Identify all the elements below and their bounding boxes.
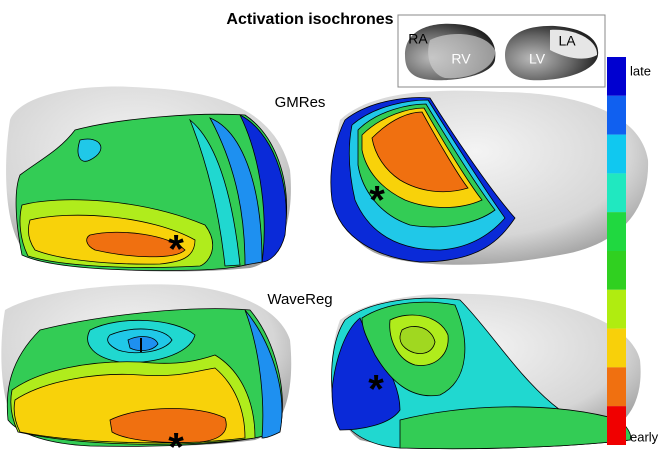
- inset-label: RV: [451, 51, 471, 67]
- pacing-marker: *: [368, 368, 384, 412]
- heart-top-left: [6, 86, 291, 272]
- colorbar-segment: [607, 406, 626, 445]
- colorbar-segment: [607, 134, 626, 174]
- panel-label: WaveReg: [267, 291, 332, 308]
- colorbar-segment: [607, 212, 626, 251]
- inset-label: LV: [529, 51, 546, 67]
- inset-rv: [428, 34, 496, 79]
- inset: RA RV LV LA: [397, 14, 606, 88]
- pacing-marker: *: [369, 179, 385, 223]
- colorbar-segment: [607, 173, 626, 213]
- colorbar-label: early: [630, 429, 659, 444]
- colorbar-label: late: [630, 63, 651, 78]
- colorbar-segment: [607, 289, 626, 329]
- heart-bottom-left: [1, 284, 292, 447]
- pacing-marker: *: [168, 426, 184, 455]
- colorbar-segment: [607, 251, 626, 290]
- colorbar-segment: [607, 367, 626, 407]
- colorbar: [607, 57, 626, 445]
- inset-la: [550, 29, 598, 59]
- colorbar-segment: [607, 57, 626, 96]
- panel-label: GMRes: [275, 94, 326, 111]
- heart-top-right: [330, 90, 649, 265]
- inset-label: LA: [558, 33, 576, 49]
- title: Activation isochrones: [226, 11, 393, 28]
- colorbar-segment: [607, 328, 626, 368]
- pacing-marker: *: [168, 228, 184, 272]
- inset-label: RA: [408, 31, 428, 47]
- heart-bottom-right: [331, 293, 641, 450]
- colorbar-segment: [607, 95, 626, 135]
